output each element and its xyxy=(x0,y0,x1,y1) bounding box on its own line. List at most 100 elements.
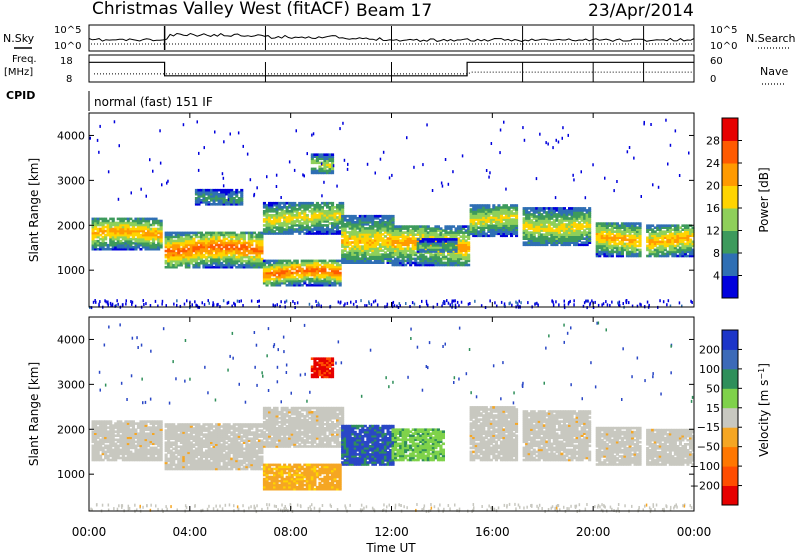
power-cell xyxy=(426,259,430,263)
power-cell xyxy=(449,261,453,265)
power-ytick-label: 2000 xyxy=(57,219,85,232)
power-cell xyxy=(487,228,491,231)
power-cell xyxy=(532,231,536,234)
power-cell xyxy=(497,218,501,221)
power-cell xyxy=(205,243,209,247)
power-cell xyxy=(315,159,319,163)
power-cell xyxy=(313,159,317,163)
power-cell xyxy=(326,273,330,277)
power-cell xyxy=(139,219,143,223)
power-cell xyxy=(391,237,395,240)
power-cell xyxy=(419,240,423,243)
power-cell xyxy=(116,229,120,233)
power-cell xyxy=(257,231,261,235)
power-cell xyxy=(147,221,151,225)
power-cell xyxy=(109,221,113,225)
power-cell xyxy=(598,240,602,244)
power-cell xyxy=(462,239,466,242)
power-cell xyxy=(673,228,677,231)
power-cell xyxy=(338,265,342,269)
power-speckle xyxy=(154,299,157,303)
power-cell xyxy=(583,207,587,210)
power-cell xyxy=(283,212,287,215)
power-cell xyxy=(421,231,425,234)
power-cell xyxy=(683,228,687,231)
power-cell xyxy=(457,263,461,267)
power-cell xyxy=(404,247,408,251)
power-cell xyxy=(681,248,685,252)
power-cell xyxy=(320,210,324,213)
power-cell xyxy=(452,263,456,267)
power-cell xyxy=(313,279,317,283)
power-cell xyxy=(663,244,667,248)
power-cell xyxy=(280,224,284,227)
power-cell xyxy=(283,201,287,205)
power-cell xyxy=(668,250,672,254)
power-cell xyxy=(401,247,405,251)
power-cell xyxy=(545,237,549,240)
power-cell xyxy=(225,255,229,259)
power-cell xyxy=(121,219,125,223)
power-cell xyxy=(177,241,181,245)
power-cell xyxy=(512,214,516,217)
power-cell xyxy=(268,208,272,211)
power-cell xyxy=(391,255,395,259)
power-speckle xyxy=(149,304,152,307)
power-cell xyxy=(280,214,284,217)
power-cell xyxy=(326,171,330,175)
power-cell xyxy=(341,233,345,236)
power-cell xyxy=(550,231,554,234)
power-cell xyxy=(462,261,466,265)
power-cell xyxy=(225,203,229,206)
velocity-cell xyxy=(94,432,98,435)
power-cell xyxy=(290,273,294,277)
power-cell xyxy=(205,261,209,265)
power-speckle xyxy=(176,299,178,303)
power-cell xyxy=(383,235,387,238)
power-cell xyxy=(341,221,345,224)
power-cell xyxy=(368,249,372,252)
velocity-cell xyxy=(91,440,95,444)
power-cell xyxy=(305,263,309,267)
power-cell xyxy=(661,236,665,240)
power-cell xyxy=(215,190,219,194)
power-cell xyxy=(489,234,493,238)
power-cell xyxy=(378,233,382,236)
power-cell xyxy=(361,231,365,234)
power-cell xyxy=(124,217,128,221)
power-cell xyxy=(273,203,277,207)
power-cell xyxy=(336,271,340,275)
power-cell xyxy=(303,203,307,207)
power-cell xyxy=(575,235,579,238)
power-cell xyxy=(366,239,370,242)
power-cell xyxy=(346,259,350,262)
power-cell xyxy=(278,259,282,263)
power-cell xyxy=(454,263,458,267)
power-cell xyxy=(215,235,219,239)
power-cell xyxy=(215,203,219,206)
power-cell xyxy=(174,247,178,251)
power-cell xyxy=(689,242,693,246)
power-cell xyxy=(187,237,191,241)
power-cell xyxy=(560,235,564,238)
power-cell xyxy=(492,214,496,217)
power-cell xyxy=(447,259,451,263)
power-cell xyxy=(237,197,241,200)
power-cell xyxy=(578,215,582,218)
power-cell xyxy=(104,233,108,237)
power-cell xyxy=(394,253,398,257)
power-cell xyxy=(363,239,367,242)
power-cell xyxy=(308,201,312,205)
power-cell xyxy=(295,203,299,207)
power-cell xyxy=(275,263,279,267)
power-cell xyxy=(378,225,382,228)
power-cell xyxy=(300,279,304,283)
power-speckle xyxy=(323,180,325,184)
power-cell xyxy=(237,190,241,194)
power-cell xyxy=(225,259,229,263)
power-cell xyxy=(96,235,100,239)
power-cell xyxy=(638,232,642,236)
power-speckle xyxy=(161,183,163,187)
power-cell xyxy=(633,252,637,256)
power-speckle xyxy=(372,300,375,304)
